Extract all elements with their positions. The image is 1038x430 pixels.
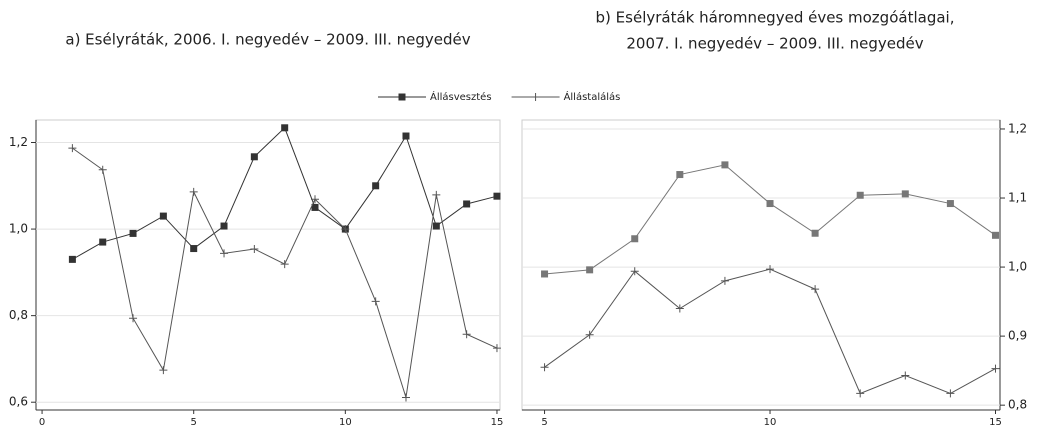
marker bbox=[720, 276, 729, 285]
marker bbox=[901, 371, 910, 380]
marker bbox=[493, 192, 501, 200]
marker bbox=[811, 285, 820, 294]
chart-title: a) Esélyráták, 2006. I. negyedév – 2009.… bbox=[65, 31, 470, 49]
marker bbox=[281, 124, 289, 132]
marker bbox=[541, 270, 549, 278]
marker bbox=[190, 245, 198, 253]
marker bbox=[991, 231, 999, 239]
marker bbox=[98, 165, 107, 174]
marker bbox=[946, 200, 954, 208]
marker bbox=[585, 330, 594, 339]
marker bbox=[68, 144, 77, 153]
y-tick-label: 1,1 bbox=[1008, 191, 1027, 205]
marker bbox=[159, 366, 168, 375]
marker bbox=[189, 187, 198, 196]
marker bbox=[250, 153, 258, 161]
marker bbox=[129, 229, 137, 237]
marker bbox=[402, 132, 410, 140]
marker bbox=[68, 255, 76, 263]
marker bbox=[901, 190, 909, 198]
marker bbox=[99, 238, 107, 246]
marker bbox=[463, 200, 471, 208]
x-tick-label: 5 bbox=[541, 417, 547, 428]
legend-marker bbox=[531, 93, 540, 101]
marker bbox=[311, 195, 320, 204]
marker bbox=[675, 304, 684, 313]
marker bbox=[462, 330, 471, 339]
x-tick-label: 10 bbox=[764, 417, 777, 428]
marker bbox=[676, 171, 684, 179]
marker bbox=[280, 260, 289, 269]
series-line bbox=[544, 164, 996, 275]
marker bbox=[630, 267, 639, 276]
marker bbox=[766, 200, 774, 208]
y-tick-label: 0,8 bbox=[9, 308, 28, 322]
y-tick-label: 1,0 bbox=[9, 222, 28, 236]
marker bbox=[129, 314, 138, 323]
x-tick-label: 15 bbox=[989, 417, 1002, 428]
plot-frame bbox=[35, 119, 501, 411]
chart-title: b) Esélyráták háromnegyed éves mozgóátla… bbox=[596, 9, 955, 27]
marker bbox=[372, 182, 380, 190]
marker bbox=[811, 229, 819, 237]
marker bbox=[721, 161, 729, 169]
x-tick-label: 0 bbox=[39, 417, 45, 428]
marker bbox=[371, 297, 380, 306]
marker bbox=[311, 203, 319, 211]
x-tick-label: 15 bbox=[491, 417, 504, 428]
marker bbox=[540, 363, 549, 372]
y-tick-label: 1,2 bbox=[1008, 121, 1027, 135]
series-line bbox=[72, 147, 498, 398]
marker bbox=[341, 225, 350, 234]
marker bbox=[856, 389, 865, 398]
x-tick-label: 10 bbox=[339, 417, 352, 428]
marker bbox=[401, 393, 410, 402]
series-line bbox=[72, 126, 498, 260]
y-tick-label: 0,9 bbox=[1008, 329, 1027, 343]
y-tick-label: 1,2 bbox=[9, 135, 28, 149]
series-line bbox=[544, 268, 996, 395]
marker bbox=[586, 266, 594, 274]
marker bbox=[856, 191, 864, 199]
marker bbox=[250, 244, 259, 253]
marker bbox=[159, 212, 167, 220]
y-tick-label: 0,6 bbox=[9, 395, 28, 409]
marker bbox=[220, 222, 228, 230]
marker bbox=[946, 389, 955, 398]
marker bbox=[220, 249, 229, 258]
legend-label: Állástalálás bbox=[564, 90, 621, 103]
legend-label: Állásvesztés bbox=[430, 90, 492, 103]
y-tick-label: 1,0 bbox=[1008, 260, 1027, 274]
marker bbox=[492, 344, 501, 353]
marker bbox=[432, 222, 440, 230]
marker bbox=[631, 235, 639, 243]
chart-title: 2007. I. negyedév – 2009. III. negyedév bbox=[626, 35, 923, 53]
legend-marker bbox=[398, 93, 406, 101]
marker bbox=[991, 364, 1000, 373]
plot-frame bbox=[521, 119, 1001, 411]
x-tick-label: 5 bbox=[191, 417, 197, 428]
marker bbox=[766, 265, 775, 274]
marker bbox=[432, 190, 441, 199]
y-tick-label: 0,8 bbox=[1008, 398, 1027, 412]
